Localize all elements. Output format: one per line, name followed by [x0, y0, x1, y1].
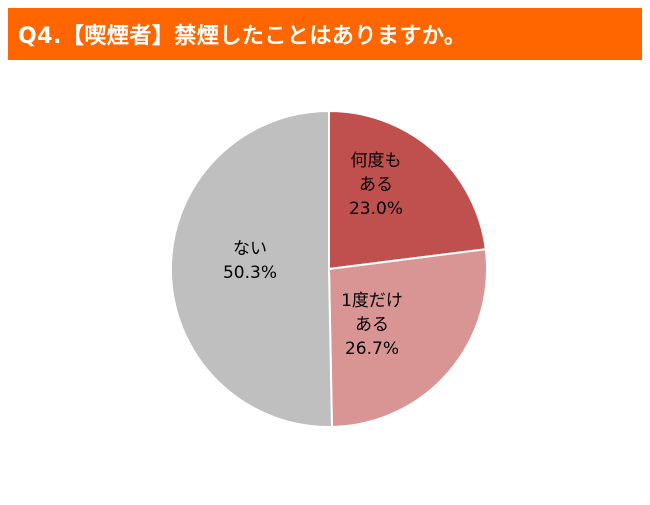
pie-slice — [327, 248, 488, 428]
chart-title: Q4.【喫煙者】禁煙したことはありますか。 — [18, 24, 467, 49]
slice-value-label: 50.3% — [223, 263, 277, 283]
title-bar: Q4.【喫煙者】禁煙したことはありますか。 — [8, 8, 642, 60]
slice-category-label: ない — [233, 239, 267, 259]
pie-slice — [169, 109, 333, 428]
slice-value-label: 26.7% — [345, 339, 399, 359]
slice-category-label: ある — [355, 315, 389, 335]
chart-area: 何度も ある 23.0% 1度だけ ある 26.7% ない 50.3% — [8, 68, 642, 498]
slice-value-label: 23.0% — [349, 199, 403, 219]
slice-category-label: ある — [359, 175, 393, 195]
pie-slice — [328, 109, 487, 271]
slice-category-label: 1度だけ — [341, 291, 403, 311]
slice-category-label: 何度も — [351, 151, 402, 171]
